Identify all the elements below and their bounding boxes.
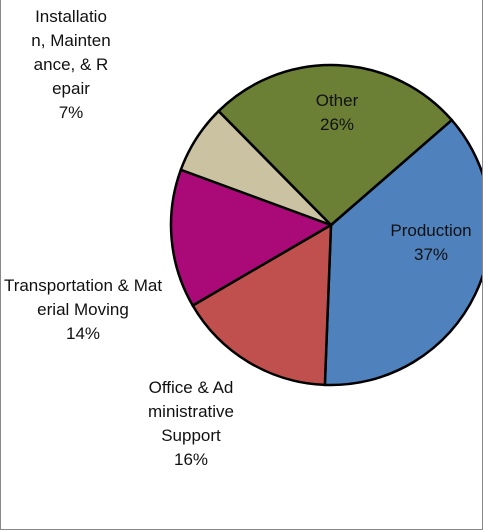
slice-category-label: Production — [390, 221, 472, 240]
slice-value-label: 14% — [65, 324, 101, 343]
pie-slice — [216, 63, 454, 227]
pie-slice — [323, 118, 482, 387]
slice-label: Other 26% — [292, 89, 382, 137]
slice-label: Installation, Maintenance, & Repair 7% — [31, 5, 111, 125]
slice-label: Office & Administrative Support 16% — [144, 376, 239, 472]
slice-label: Production 37% — [371, 219, 482, 267]
pie-slice — [191, 222, 333, 387]
slice-value-label: 37% — [413, 245, 449, 264]
slice-category-label: Office & Administrative Support — [148, 378, 234, 445]
slice-value-label: 7% — [58, 103, 84, 122]
slice-category-label: Installation, Maintenance, & Repair — [31, 7, 111, 98]
slice-value-label: 16% — [173, 450, 209, 469]
slice-label: Transportation & Material Moving 14% — [1, 274, 166, 346]
pie-slice — [169, 168, 334, 308]
slice-value-label: 26% — [319, 115, 355, 134]
slice-category-label: Other — [315, 91, 359, 110]
slice-category-label: Transportation & Material Moving — [3, 276, 163, 319]
